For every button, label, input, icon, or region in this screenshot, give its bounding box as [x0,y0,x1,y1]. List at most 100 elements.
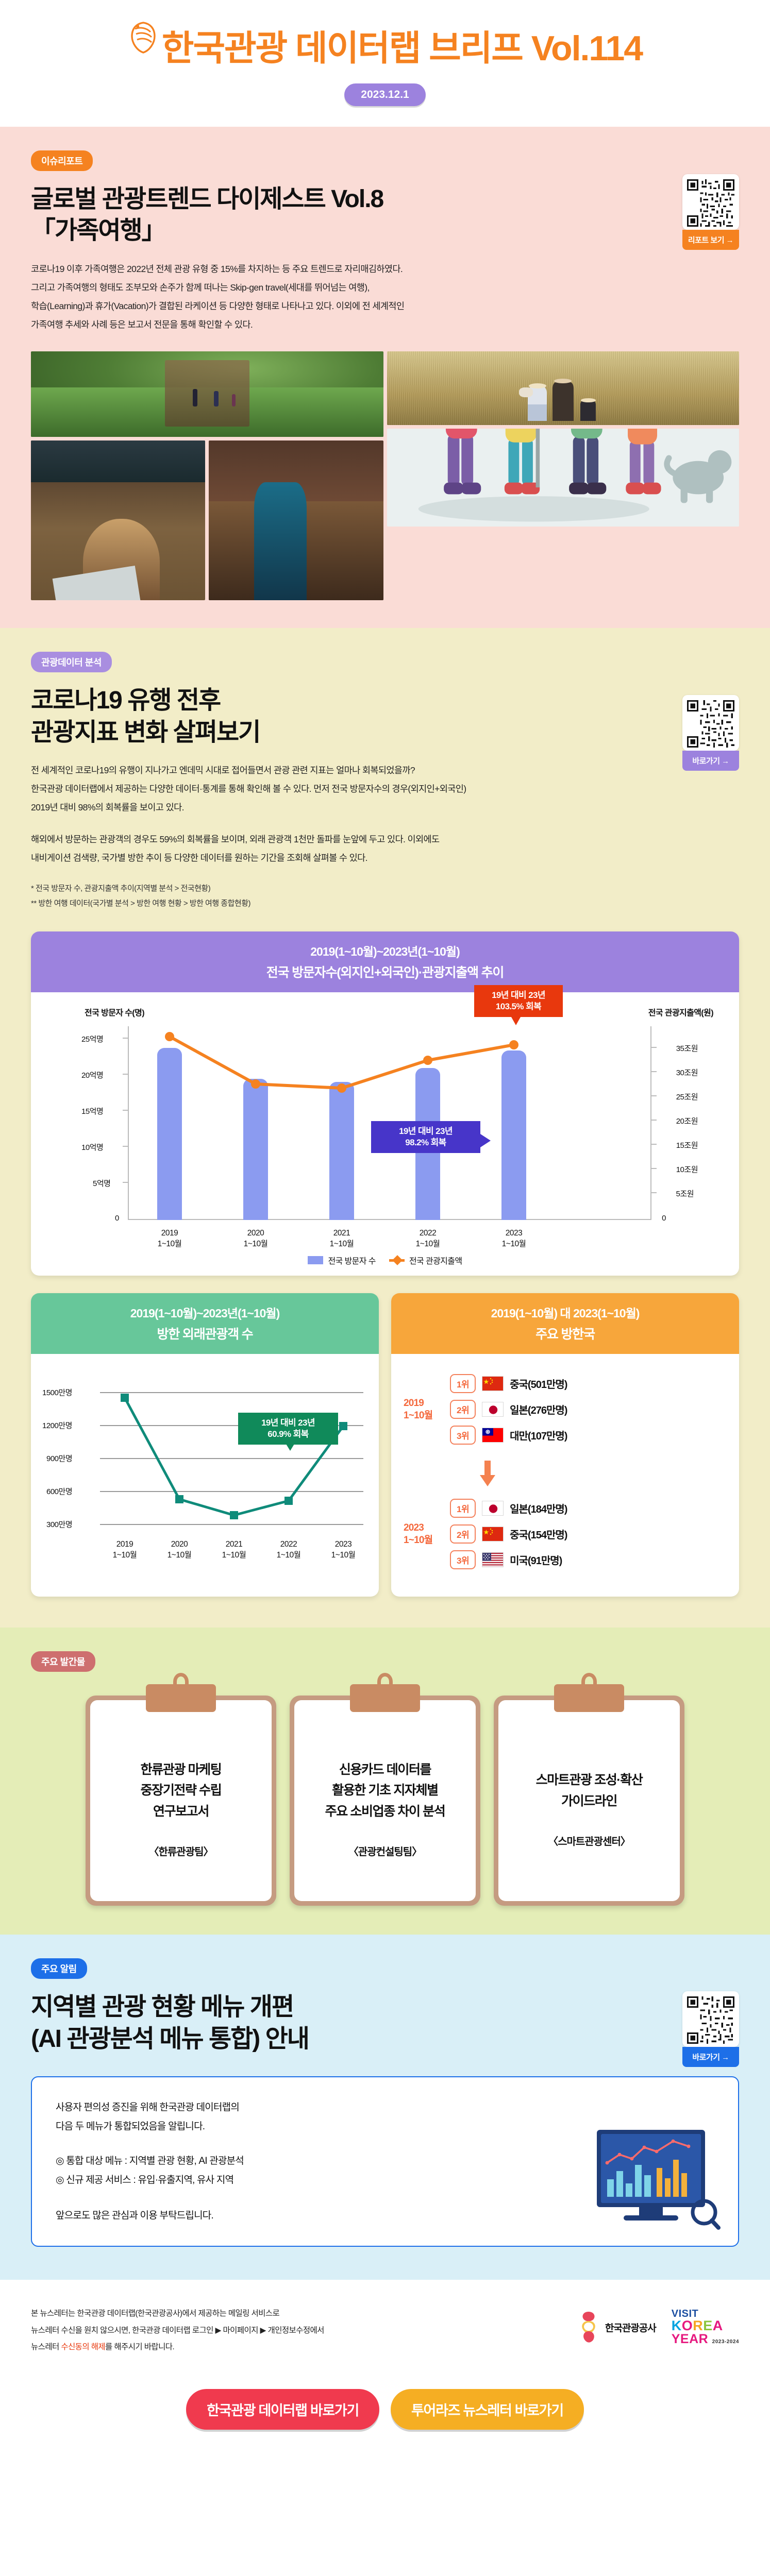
notice-bullet-1: ◎ 통합 대상 메뉴 : 지역별 관광 현황, AI 관광분석 [56,2156,244,2167]
chart-1-ytick-right-5: 10조원 [676,1165,698,1175]
chart-1-annotation-visitors: 19년 대비 23년 98.2% 회복 [371,1121,480,1153]
chart-2-xlabel-2023-year: 2023 [334,1540,352,1549]
chart-1-body: 전국 방문자 수(명) 전국 관광지출액(원) 25억명 20억명 15억명 [31,985,739,1276]
chart-2-xlabel-2022-year: 2022 [280,1540,297,1549]
clip-metal-icon [146,1684,216,1713]
chart-2-plot: 1500만명 1200만명 900만명 600만명 300만명 [42,1369,367,1561]
unsubscribe-link[interactable]: 수신동의 해제 [61,2343,106,2352]
chart-2-ytick-1: 1200만명 [42,1421,72,1431]
illustration-people-walking [387,429,739,527]
clip-ring-icon [377,1673,393,1691]
issue-report-tag: 이슈리포트 [31,150,93,171]
notice-bullet-2: ◎ 신규 제공 서비스 : 유입·유출지역, 유사 지역 [56,2175,234,2186]
tourazs-newsletter-button[interactable]: 투어라즈 뉴스레터 바로가기 [391,2388,584,2430]
chart-1-legend-visitors-label: 전국 방문자 수 [328,1257,376,1266]
issue-report-para-2: 그리고 가족여행의 형태도 조부모와 손주가 함께 떠나는 Skip-gen t… [31,282,370,293]
rankings-title-line1: 2019(1~10월) 대 2023(1~10월) [491,1307,640,1320]
publication-card[interactable]: 신용카드 데이터를 활용한 기초 지자체별 주요 소비업종 차이 분석 〈관광컨… [290,1673,480,1906]
publication-title-line2: 가이드라인 [561,1793,617,1808]
clip-metal-icon [554,1684,624,1713]
photo-field-closeup [209,440,383,601]
data-analysis-qr-block[interactable]: 바로가기 → [682,695,739,771]
notice-closing: 앞으로도 많은 관심과 이용 부탁드립니다. [56,2210,214,2222]
chart-2-annotation-line1: 19년 대비 23년 [261,1418,315,1428]
chart-1-xlabel-2020: 2020 1~10월 [230,1228,281,1250]
data-analysis-section: 관광데이터 분석 [0,628,770,1628]
rankings-transition-arrow [404,1456,727,1492]
notice-tag: 주요 알림 [31,1958,87,1979]
chart-1-ytick-right-2: 25조원 [676,1093,698,1102]
rank-country-1: 중국(501만명) [510,1379,567,1391]
chart-2-xlabel-2019-year: 2019 [116,1540,133,1549]
rankings-body: 2019 1~10월 1위 [391,1354,739,1597]
data-analysis-goto-button[interactable]: 바로가기 → [682,751,739,771]
cn-flag-icon [482,1376,504,1392]
data-analysis-body-1: 전 세계적인 코로나19의 유행이 지나가고 엔데믹 시대로 접어들면서 관광 … [31,761,739,817]
issue-report-para-3: 학습(Learning)과 휴가(Vacation)가 결합된 라케이션 등 다… [31,300,405,311]
visit-logo-year-text: YEAR [671,2332,709,2347]
notice-qr-block[interactable]: 바로가기 → [682,1991,739,2067]
us-flag-icon [482,1552,504,1568]
chart-1-xlabel-2022: 2022 1~10월 [402,1228,454,1250]
publication-title: 한류관광 마케팅 중장기전략 수립 연구보고서 [141,1759,222,1822]
qr-card [682,174,739,230]
rank-country-2: 일본(276만명) [510,1405,567,1417]
chart-2-xlabel-2022: 2022 1~10월 [264,1539,313,1561]
kto-logo-text: 한국관광공사 [605,2323,657,2334]
rankings-title-line2: 주요 방한국 [535,1327,595,1342]
chart-1-plot: 25억명 20억명 15억명 10억명 5억명 0 35조원 30조원 [41,985,729,1250]
footer-buttons: 한국관광 데이터랩 바로가기 투어라즈 뉴스레터 바로가기 [31,2388,739,2430]
rank-country-1: 일본(184만명) [510,1504,567,1516]
chart-1-xlabel-2023-year: 2023 [505,1229,523,1238]
chart-1-ytick-left-3: 10억명 [81,1143,104,1153]
chart-2-annotation-line2: 60.9% 회복 [267,1429,309,1439]
notice-line-1: 사용자 편의성 증진을 위해 한국관광 데이터랩의 [56,2102,240,2113]
chart-2-xlabel-2022-months: 1~10월 [276,1551,301,1560]
rank-badge-3: 3위 [450,1550,476,1570]
notice-goto-button[interactable]: 바로가기 → [682,2047,739,2067]
chart-1-bar-2023 [501,1050,526,1221]
chart-1-bar-2020 [243,1079,268,1221]
data-analysis-para-4: 해외에서 방문하는 관광객의 경우도 59%의 회복률을 보이며, 외래 관광객… [31,834,440,844]
bird-icon [128,21,159,54]
chart-1-xlabel-2020-months: 1~10월 [243,1240,268,1249]
ranking-row: 2위 중국(154만명) [450,1524,727,1544]
publication-card[interactable]: 스마트관광 조성·확산 가이드라인 〈스마트관광센터〉 [494,1673,684,1906]
qr-code-icon [687,1996,734,2044]
rankings-group-2019: 2019 1~10월 1위 [404,1367,727,1451]
data-analysis-title-line2: 관광지표 변화 살펴보기 [31,718,261,746]
chart-1-xlabel-2021: 2021 1~10월 [316,1228,367,1250]
chart-1-xlabel-2019-months: 1~10월 [157,1240,182,1249]
report-view-button[interactable]: 리포트 보기 → [682,230,739,250]
rank-badge-3: 3위 [450,1426,476,1445]
rankings-header: 2019(1~10월) 대 2023(1~10월) 주요 방한국 [391,1293,739,1354]
qr-code-icon [687,700,734,748]
issue-report-photo-collage [31,351,739,628]
notice-section: 주요 알림 [0,1935,770,2280]
datalab-goto-button[interactable]: 한국관광 데이터랩 바로가기 [186,2388,379,2430]
chart-1-annotation-visitors-line2: 98.2% 회복 [405,1137,446,1147]
rankings-2023-months: 1~10월 [404,1534,433,1546]
chart-2-xlabel-2021-year: 2021 [225,1540,243,1549]
chart-2-ytick-3: 600만명 [46,1487,73,1497]
chart-1-ytick-right-7: 0 [662,1214,666,1223]
rank-country-3: 미국(91만명) [510,1555,562,1567]
footer-notice-text: 본 뉴스레터는 한국관광 데이터랩(한국관광공사)에서 제공하는 메일링 서비스… [31,2306,324,2356]
chart-1-xlabel-2023: 2023 1~10월 [488,1228,540,1250]
notice-line-2: 다음 두 메뉴가 통합되었음을 알립니다. [56,2121,205,2132]
tw-flag-icon [482,1428,504,1443]
chart-1-ytick-right-0: 35조원 [676,1044,698,1054]
chart-2-xlabel-2023: 2023 1~10월 [319,1539,368,1561]
chart-1-ytick-left-1: 20억명 [81,1071,104,1080]
rank-badge-2: 2위 [450,1524,476,1544]
chart-1-bar-2021 [329,1082,354,1221]
publication-card[interactable]: 한류관광 마케팅 중장기전략 수립 연구보고서 〈한류관광팀〉 [86,1673,276,1906]
notice-title-line2: (AI 관광분석 메뉴 통합) 안내 [31,2025,310,2053]
chart-1-spending-line [165,1032,518,1093]
analytics-illustration [597,2130,721,2230]
chart-2-title-line2: 방한 외래관광객 수 [157,1327,254,1342]
issue-report-qr-block[interactable]: 리포트 보기 → [682,174,739,250]
visit-logo-line1: VISIT [671,2308,699,2320]
chart-1-ytick-right-6: 5조원 [676,1190,694,1199]
publication-title-line3: 연구보고서 [153,1804,209,1819]
